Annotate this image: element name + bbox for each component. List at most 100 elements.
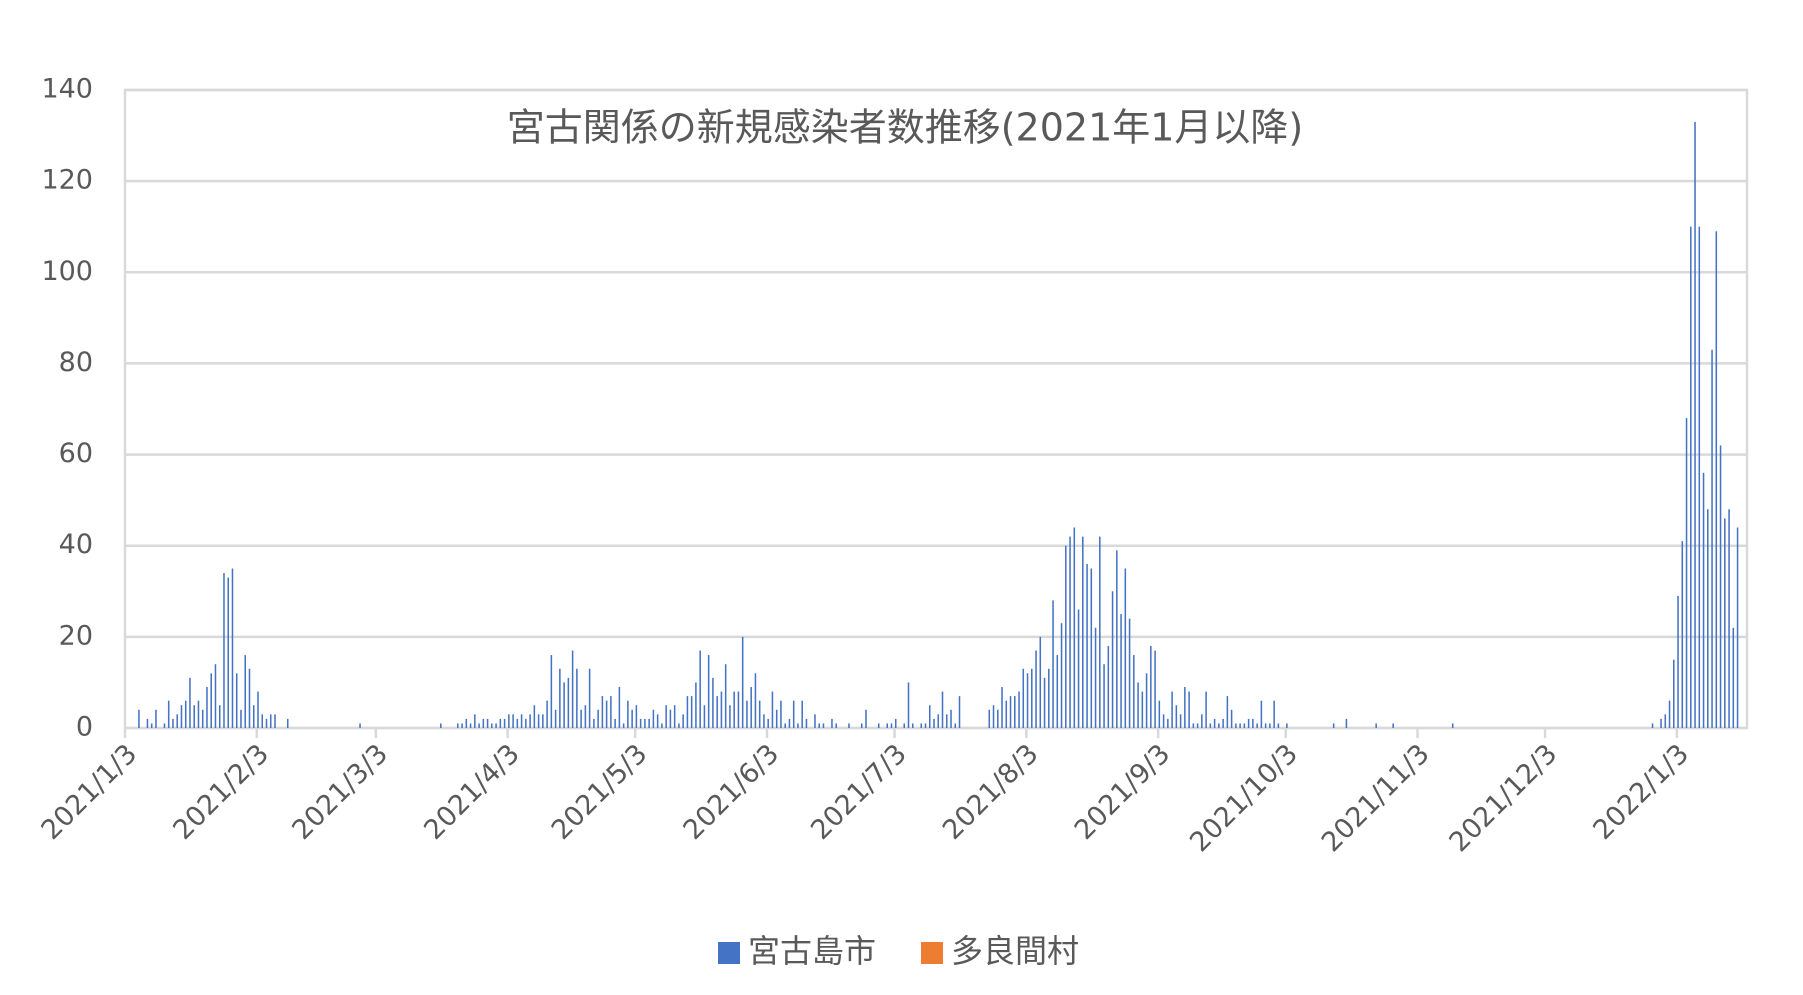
bar [1077, 609, 1080, 728]
bar [1120, 614, 1122, 728]
bar [763, 714, 765, 728]
bar [746, 700, 748, 728]
bar [1660, 718, 1662, 728]
bar [958, 696, 961, 728]
bar [627, 700, 629, 728]
bar [486, 718, 489, 728]
bar [661, 723, 663, 728]
bar [1001, 686, 1003, 728]
bar [1668, 700, 1671, 728]
bar [193, 705, 195, 728]
bar [1247, 718, 1250, 728]
bar [189, 677, 191, 728]
bar [1226, 696, 1229, 728]
bar [184, 700, 187, 728]
bar [1124, 568, 1127, 728]
bar [440, 723, 442, 728]
bar [1243, 723, 1246, 728]
bar [537, 714, 540, 728]
bar [1736, 527, 1739, 728]
bar [1694, 121, 1696, 728]
bar [197, 700, 200, 728]
y-tick-label: 80 [59, 347, 93, 378]
bar [261, 714, 264, 728]
bar [988, 709, 991, 728]
bar [1069, 536, 1071, 728]
bar [644, 718, 646, 728]
bar [894, 718, 897, 728]
bar [1673, 659, 1675, 728]
bar [1018, 691, 1020, 728]
bar [499, 718, 502, 728]
bar [542, 714, 544, 728]
bar [1681, 541, 1684, 728]
bar [1192, 723, 1195, 728]
bar [138, 709, 140, 728]
bar [206, 686, 208, 728]
legend-label: 多良間村 [951, 932, 1079, 970]
bar [1728, 509, 1730, 728]
bar [1218, 723, 1220, 728]
bar [265, 718, 268, 728]
bar [1732, 627, 1735, 728]
bar [945, 714, 948, 728]
bar [525, 718, 527, 728]
bar [495, 723, 497, 728]
bar [1230, 709, 1233, 728]
bar [814, 714, 816, 728]
bar [563, 682, 565, 728]
bar [737, 691, 740, 728]
bar [729, 705, 731, 728]
bar [1451, 723, 1454, 728]
bar [1690, 226, 1692, 728]
bar [550, 655, 553, 728]
bar [465, 718, 468, 728]
y-tick-label: 0 [76, 712, 93, 743]
x-tick-label: 2021/9/3 [1069, 738, 1177, 846]
bar [240, 709, 242, 728]
bar [1116, 550, 1118, 728]
bar [474, 714, 476, 728]
bar [954, 723, 957, 728]
bar [1707, 509, 1709, 728]
bar [1052, 600, 1054, 728]
bar [257, 691, 259, 728]
bar [1345, 718, 1348, 728]
bar [516, 718, 519, 728]
bar [665, 705, 667, 728]
bar [1256, 723, 1258, 728]
bar [1056, 655, 1059, 728]
bar [707, 655, 710, 728]
bar [223, 573, 225, 728]
bar [252, 705, 255, 728]
bar [992, 705, 995, 728]
bar [886, 723, 888, 728]
bar [669, 709, 672, 728]
bar [1702, 472, 1705, 728]
bar [218, 705, 221, 728]
bar [508, 714, 510, 728]
bar [678, 723, 680, 728]
bar [580, 709, 582, 728]
bar [703, 705, 706, 728]
legend-label: 宮古島市 [748, 932, 876, 970]
bar [750, 686, 752, 728]
bar [244, 655, 247, 728]
bar [797, 723, 799, 728]
bar [155, 709, 157, 728]
bar [554, 709, 557, 728]
bar [593, 718, 595, 728]
bar [597, 709, 599, 728]
bar [950, 709, 952, 728]
bar [214, 664, 217, 728]
bar [1009, 696, 1012, 728]
x-tick-label: 2021/4/3 [418, 738, 526, 846]
bar [890, 723, 893, 728]
bar [1141, 691, 1144, 728]
bar [1039, 636, 1042, 728]
bar [1150, 645, 1152, 728]
bar [754, 673, 757, 728]
bar [567, 677, 570, 728]
bar [180, 705, 183, 728]
